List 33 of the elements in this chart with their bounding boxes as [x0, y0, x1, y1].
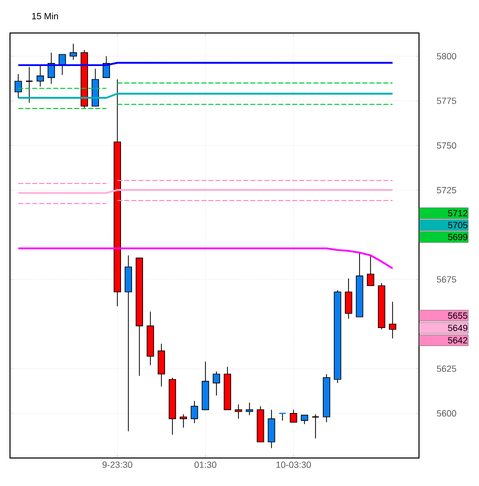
candlestick: [366, 256, 374, 286]
x-tick-label: 9-23:30: [102, 462, 132, 468]
candlestick: [36, 64, 44, 87]
text: 5642: [448, 337, 468, 344]
y-tick-label: 5725: [436, 186, 456, 194]
candlestick: [268, 409, 276, 449]
text: 5649: [448, 324, 468, 332]
candlestick: [14, 74, 22, 99]
candlestick: [180, 414, 188, 428]
y-tick-label: 5675: [436, 276, 456, 283]
y-tick-label: 5750: [436, 142, 456, 149]
x-tick-label: 10-03:30: [276, 462, 311, 468]
candlestick: [158, 343, 166, 387]
candlestick: [246, 402, 254, 416]
candlestick: [212, 370, 220, 396]
candlestick: [344, 278, 352, 320]
candlestick: [70, 43, 77, 60]
candlestick: [290, 409, 298, 423]
candlestick: [190, 400, 198, 424]
text: 5655: [448, 312, 468, 319]
x-tick-label: 01:30: [194, 462, 216, 468]
y-tick-label: 5800: [436, 53, 456, 60]
chart-title: 15 Min: [32, 12, 58, 20]
candlestick: [58, 54, 66, 76]
candlestick: [25, 66, 34, 104]
text: 5705: [448, 222, 468, 228]
candlestick: [234, 404, 242, 420]
text: 5712: [448, 210, 468, 216]
y-tick-label: 5775: [436, 98, 456, 104]
candlestick: [388, 301, 396, 339]
y-tick-label: 5625: [436, 366, 456, 372]
text: 5699: [448, 234, 468, 240]
y-tick-label: 5600: [436, 410, 456, 417]
